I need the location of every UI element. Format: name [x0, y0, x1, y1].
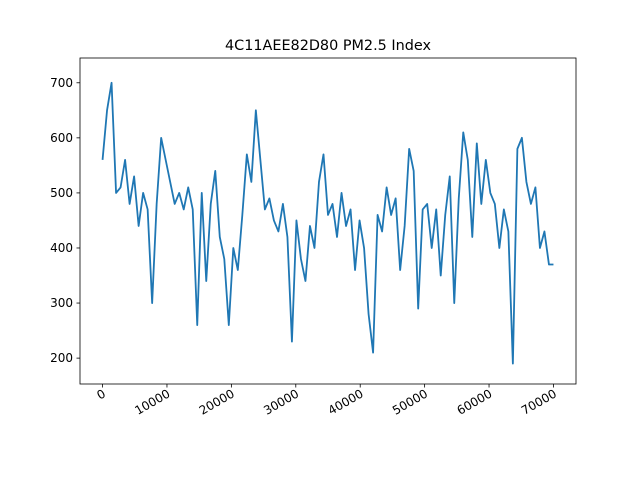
chart-title: 4C11AEE82D80 PM2.5 Index [225, 38, 431, 54]
y-tick-label: 400 [50, 241, 73, 255]
y-tick-label: 200 [50, 351, 73, 365]
plot-frame [79, 57, 577, 385]
y-tick-label: 300 [50, 296, 73, 310]
data-line [101, 81, 554, 365]
y-tick-label: 600 [50, 131, 73, 145]
y-tick-label: 500 [50, 186, 73, 200]
y-tick-label: 700 [50, 76, 73, 90]
